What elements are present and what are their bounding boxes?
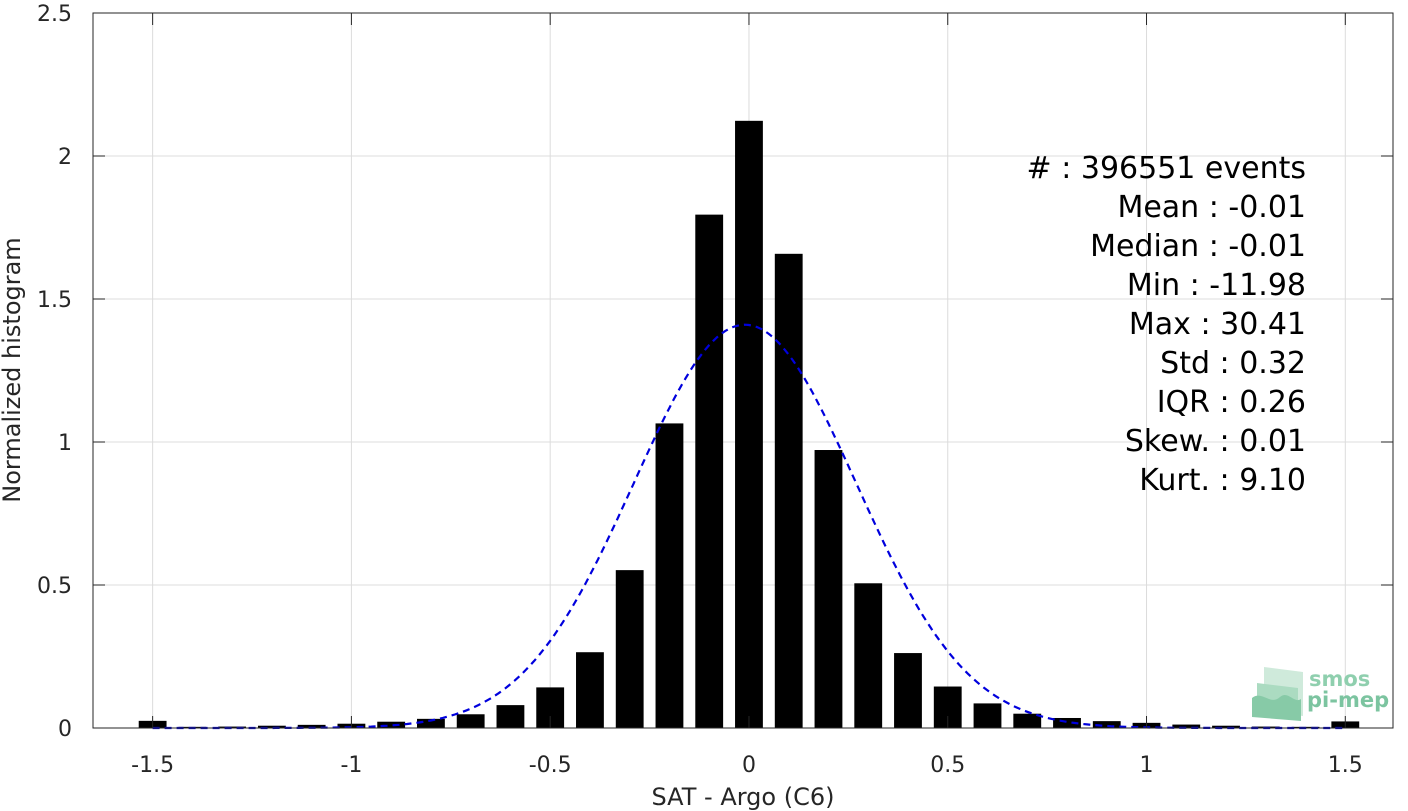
x-tick-labels: -1.5 -1 -0.5 0 0.5 1 1.5 [131,753,1363,778]
histogram-bar [456,714,485,728]
y-tick-label: 2 [58,145,72,170]
histogram-bar [1172,724,1201,728]
wave-logo-icon [1252,667,1303,721]
y-axis-label: Normalized histogram [0,237,26,502]
y-tick-labels: 0 0.5 1 1.5 2 2.5 [37,2,72,742]
histogram-bars [138,120,1360,728]
plot-frame [92,12,1394,729]
histogram-bar [655,423,684,728]
x-tick-label: 1 [1140,753,1154,778]
x-tick-label: -1.5 [131,753,174,778]
histogram-bar [854,583,883,728]
x-tick-label: -0.5 [529,753,572,778]
stat-line: # : 396551 events [1027,151,1306,186]
histogram-bar [576,652,604,728]
stat-line: Mean : -0.01 [1117,190,1306,225]
histogram-bar [377,721,406,728]
x-axis-label: SAT - Argo (C6) [652,783,835,811]
histogram-bar [1092,721,1121,728]
stat-line: Min : -11.98 [1127,268,1306,303]
x-tick-label: 0 [742,753,756,778]
histogram-bar [218,726,247,728]
histogram-bar [257,725,286,728]
x-tick-label: -1 [340,753,362,778]
y-tick-label: 0.5 [37,574,72,599]
histogram-bar [496,705,525,728]
y-tick-label: 1.5 [37,288,72,313]
histogram-bar [973,703,1002,728]
stat-line: Max : 30.41 [1129,307,1306,342]
histogram-bar [1053,717,1081,728]
histogram-bar [1212,725,1240,728]
statistics-box: # : 396551 events Mean : -0.01 Median : -0… [1027,151,1306,498]
logo-text-smos: smos [1309,667,1370,691]
x-tick-label: 0.5 [930,753,965,778]
stat-line: Kurt. : 9.10 [1139,463,1306,498]
stat-line: IQR : 0.26 [1157,385,1306,420]
axis-ticks [93,12,1393,729]
histogram-bar [615,570,644,728]
stat-line: Median : -0.01 [1090,229,1306,264]
y-tick-label: 2.5 [37,2,72,27]
stat-line: Skew. : 0.01 [1125,424,1306,459]
histogram-bar [735,120,763,728]
histogram-bar [695,214,724,728]
histogram-bar [814,450,843,728]
histogram-bar [297,724,326,728]
histogram-bar [894,653,922,728]
x-tick-label: 1.5 [1328,753,1363,778]
histogram-bar [774,253,803,728]
stat-line: Std : 0.32 [1160,346,1306,381]
y-tick-label: 0 [58,717,72,742]
smos-pi-mep-logo: smos pi-mep [1252,667,1389,721]
logo-text-pi-mep: pi-mep [1307,688,1389,712]
histogram-bar [417,718,445,728]
histogram-bar [1013,713,1042,728]
y-tick-label: 1 [58,431,72,456]
